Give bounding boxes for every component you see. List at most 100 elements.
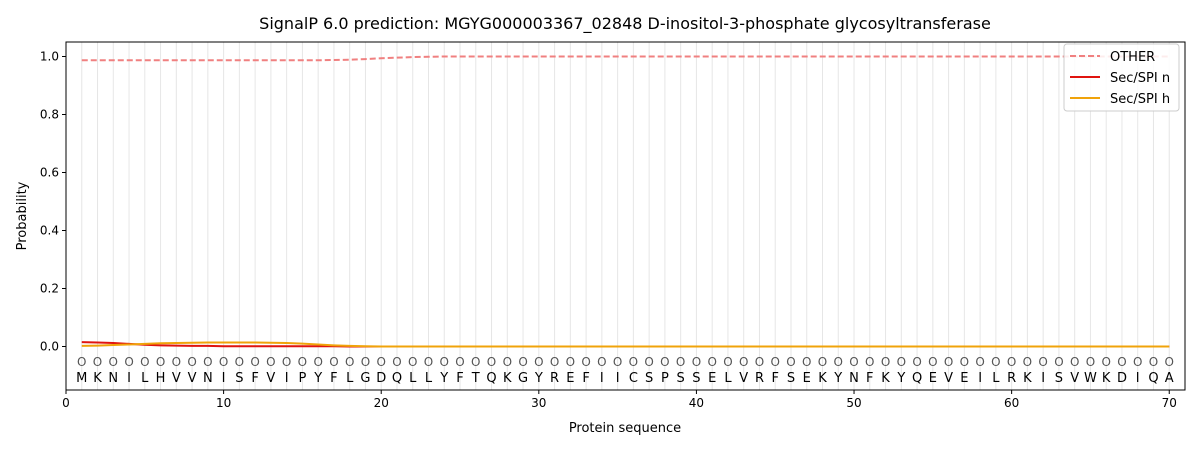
predicted-class-label: O: [156, 355, 165, 369]
residue-label: K: [503, 371, 512, 386]
legend-label: Sec/SPI h: [1110, 92, 1170, 107]
predicted-class-label: O: [109, 355, 118, 369]
residue-label: V: [188, 371, 197, 386]
residue-label: R: [755, 371, 764, 386]
predicted-class-label: O: [613, 355, 622, 369]
predicted-class-label: O: [361, 355, 370, 369]
predicted-class-label: O: [219, 355, 228, 369]
residue-label: Y: [313, 371, 322, 386]
residue-label: I: [600, 371, 604, 386]
residue-label: V: [739, 371, 748, 386]
residue-label: I: [1041, 371, 1045, 386]
residue-label: Q: [486, 371, 496, 386]
residue-label: L: [346, 371, 354, 386]
residue-label: N: [203, 371, 213, 386]
predicted-class-label: O: [897, 355, 906, 369]
predicted-class-label: O: [912, 355, 921, 369]
predicted-class-label: O: [455, 355, 464, 369]
residue-label: G: [360, 371, 370, 386]
predicted-class-label: O: [676, 355, 685, 369]
predicted-class-label: O: [566, 355, 575, 369]
predicted-class-label: O: [440, 355, 449, 369]
residue-label: I: [127, 371, 131, 386]
residue-label: I: [1136, 371, 1140, 386]
predicted-class-label: O: [93, 355, 102, 369]
predicted-class-label: O: [1101, 355, 1110, 369]
predicted-class-label: O: [944, 355, 953, 369]
residue-label: Q: [1148, 371, 1158, 386]
predicted-class-label: O: [1149, 355, 1158, 369]
predicted-class-label: O: [424, 355, 433, 369]
residue-label: V: [1070, 371, 1079, 386]
residue-label: K: [818, 371, 827, 386]
legend-box: [1063, 43, 1180, 112]
predicted-class-label: O: [960, 355, 969, 369]
residue-label: Y: [896, 371, 905, 386]
series-lines: [81, 55, 1170, 348]
residue-label: Q: [912, 371, 922, 386]
predicted-class-label: O: [770, 355, 779, 369]
residue-label: E: [960, 371, 968, 386]
predicted-class-label: O: [124, 355, 133, 369]
y-axis-label: Probability: [15, 181, 30, 250]
x-tick-label: 50: [846, 396, 861, 410]
predicted-class-label: O: [503, 355, 512, 369]
residue-label: K: [93, 371, 102, 386]
y-tick-label: 0.0: [40, 340, 59, 354]
predicted-class-label: O: [881, 355, 890, 369]
residue-label: I: [616, 371, 620, 386]
residue-gridlines: [81, 42, 1170, 390]
residue-label: L: [724, 371, 732, 386]
predicted-class-label: O: [329, 355, 338, 369]
predicted-class-label: O: [471, 355, 480, 369]
residue-label: L: [992, 371, 1000, 386]
predicted-class-label: O: [298, 355, 307, 369]
series-line-0: [81, 55, 1170, 62]
predicted-class-label: O: [865, 355, 874, 369]
plot-frame: [65, 41, 1186, 391]
y-axis: 0.0 0.2 0.4 0.6 0.8 1.0: [40, 50, 66, 354]
residue-label: A: [1165, 371, 1174, 386]
predicted-class-label: O: [1023, 355, 1032, 369]
predicted-class-label: O: [392, 355, 401, 369]
predicted-class-label: O: [550, 355, 559, 369]
residue-label: E: [929, 371, 937, 386]
predicted-class-label: O: [203, 355, 212, 369]
predicted-class-label: O: [266, 355, 275, 369]
predicted-class-label: O: [282, 355, 291, 369]
residue-label: V: [944, 371, 953, 386]
predicted-class-label: O: [187, 355, 196, 369]
residue-label: S: [1055, 371, 1063, 386]
predicted-class-label: O: [802, 355, 811, 369]
y-tick-label: 0.6: [40, 166, 59, 180]
predicted-class-label: O: [534, 355, 543, 369]
residue-label: L: [425, 371, 433, 386]
residue-label: F: [582, 371, 589, 386]
series-line-2: [81, 341, 1170, 348]
predicted-class-label: O: [1070, 355, 1079, 369]
predicted-class-label: O: [487, 355, 496, 369]
x-tick-label: 70: [1162, 396, 1177, 410]
predicted-class-label: O: [250, 355, 259, 369]
residue-label: F: [456, 371, 463, 386]
residue-label: N: [108, 371, 118, 386]
predicted-class-label: O: [581, 355, 590, 369]
predicted-class-label: O: [77, 355, 86, 369]
residue-label: S: [692, 371, 700, 386]
predicted-class-label: O: [518, 355, 527, 369]
residue-label: S: [787, 371, 795, 386]
residue-label: L: [409, 371, 417, 386]
residue-label: F: [866, 371, 873, 386]
residue-label: V: [266, 371, 275, 386]
predicted-class-label: O: [172, 355, 181, 369]
x-tick-label: 10: [216, 396, 231, 410]
predicted-class-label: O: [991, 355, 1000, 369]
residue-label: E: [566, 371, 574, 386]
residue-label: S: [645, 371, 653, 386]
residue-label: H: [156, 371, 166, 386]
legend: OTHER Sec/SPI n Sec/SPI h: [1063, 43, 1180, 112]
residue-label: Y: [833, 371, 842, 386]
predicted-class-label: O: [313, 355, 322, 369]
